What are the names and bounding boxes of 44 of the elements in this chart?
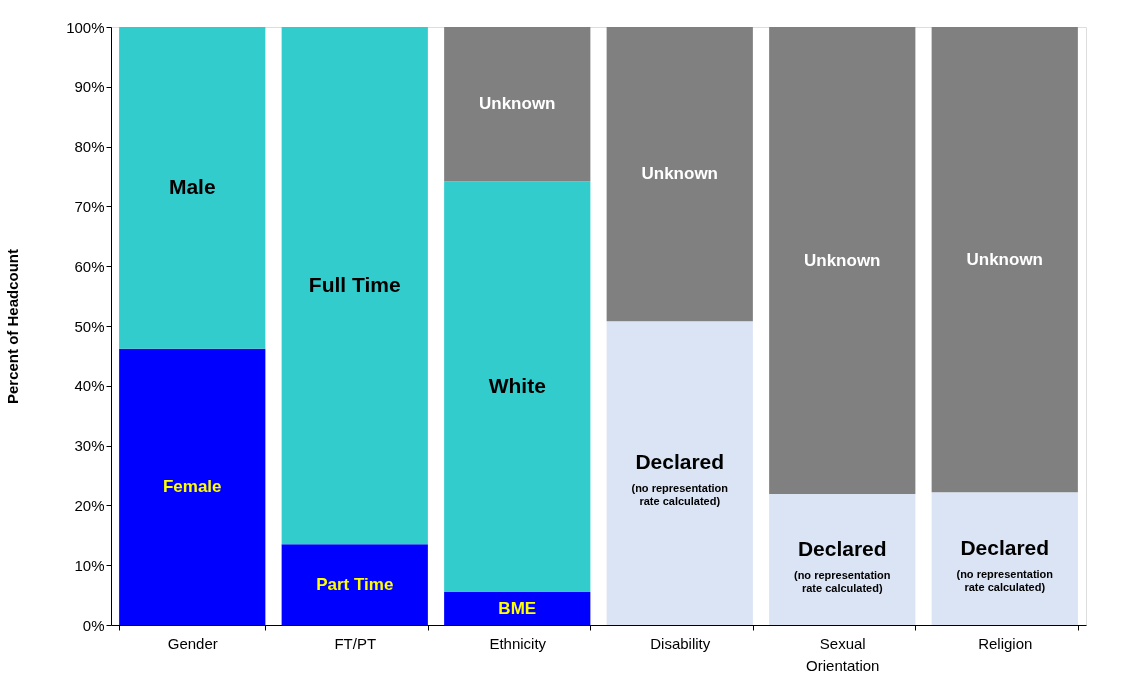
text: Declared (no representation rate calculated) [631, 450, 729, 508]
bar [931, 27, 1078, 493]
bar [119, 348, 266, 625]
data-label: Unknown [804, 250, 881, 270]
bar [606, 27, 753, 322]
bar [606, 321, 753, 625]
bar [769, 494, 916, 625]
text: Declared (no representation rate calculated) [956, 535, 1054, 593]
x-tick-label: Ethnicity [489, 634, 547, 652]
data-label: Unknown [966, 249, 1043, 269]
x-tick-label: Disability [650, 634, 711, 652]
bar [444, 27, 591, 182]
bar [769, 27, 916, 495]
y-tick-label: 20% [74, 496, 105, 514]
bar [444, 592, 591, 625]
y-tick-label: 70% [74, 197, 105, 215]
data-label: White [488, 373, 546, 397]
bar [281, 544, 428, 625]
data-label: BME [498, 598, 537, 618]
bar [281, 27, 428, 545]
x-tick-label: Sexual Orientation [806, 634, 880, 674]
x-tick-label: Gender [167, 634, 218, 652]
x-tick-label: FT/PT [334, 634, 377, 652]
data-label: Unknown [641, 164, 718, 184]
text: Declared (no representation rate calculated) [793, 536, 891, 594]
y-axis-title: Percent of Headcount [4, 248, 22, 405]
bar [444, 181, 591, 593]
data-label: Part Time [316, 574, 394, 594]
data-label: Male [168, 174, 216, 198]
data-label: Full Time [308, 272, 401, 296]
x-tick-label: Religion [978, 634, 1033, 652]
data-label: Female [162, 476, 222, 496]
bar [119, 27, 266, 349]
y-tick-label: 90% [74, 78, 105, 96]
bar [931, 492, 1078, 625]
y-tick-label: 30% [74, 437, 105, 455]
y-tick-label: 50% [74, 317, 105, 335]
y-tick-label: 10% [74, 556, 105, 574]
y-tick-label: 40% [74, 377, 105, 395]
data-label: Unknown [479, 94, 556, 114]
y-tick-label: 60% [74, 257, 105, 275]
y-tick-label: 100% [66, 18, 105, 36]
y-tick-label: 0% [82, 616, 105, 634]
y-tick-label: 80% [74, 138, 105, 156]
